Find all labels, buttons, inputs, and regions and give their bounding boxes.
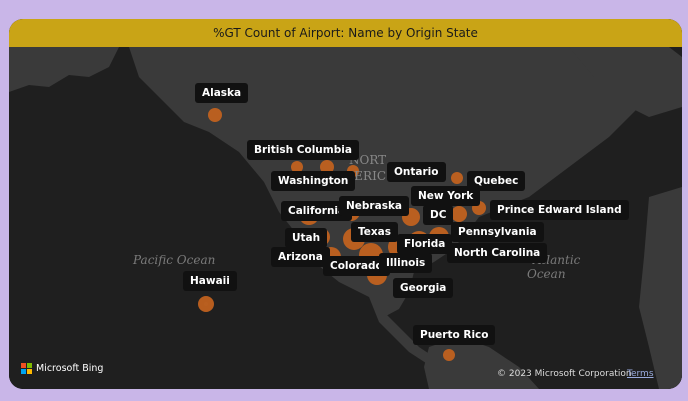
bubble-hawaii[interactable] <box>198 296 214 312</box>
state-label-georgia[interactable]: Georgia <box>393 278 454 298</box>
bubble-puerto-rico[interactable] <box>443 349 455 361</box>
state-label-utah[interactable]: Utah <box>285 228 328 248</box>
state-label-washington[interactable]: Washington <box>271 171 356 191</box>
state-label-quebec[interactable]: Quebec <box>467 171 526 191</box>
state-label-florida[interactable]: Florida <box>397 234 453 254</box>
north-america-landmass <box>129 47 669 317</box>
state-label-colorado[interactable]: Colorado <box>323 256 390 276</box>
bubble-washington[interactable] <box>320 160 334 174</box>
map-visual-card: %GT Count of Airport: Name by Origin Sta… <box>9 19 682 389</box>
bubble-quebec[interactable] <box>451 172 463 184</box>
state-label-pennsylvania[interactable]: Pennsylvania <box>451 222 544 242</box>
map-canvas[interactable]: Pacific Ocean Atlantic Ocean NORT MERIC … <box>9 47 682 389</box>
state-label-arizona[interactable]: Arizona <box>271 247 330 267</box>
south-america-landmass <box>424 337 539 389</box>
pacific-ocean-label: Pacific Ocean <box>133 253 216 267</box>
state-label-nebraska[interactable]: Nebraska <box>339 196 410 216</box>
atlantic-ocean-label-2: Ocean <box>527 267 566 281</box>
central-america-landmass <box>369 297 434 365</box>
state-label-dc[interactable]: DC <box>423 205 454 225</box>
bing-provider-label: Microsoft Bing <box>36 363 104 374</box>
state-label-british-columbia[interactable]: British Columbia <box>247 140 359 160</box>
bubble-pennsylvania[interactable] <box>451 206 467 222</box>
bubble-alaska[interactable] <box>208 108 222 122</box>
microsoft-logo-icon <box>21 363 32 374</box>
bing-attribution: Microsoft Bing <box>21 363 103 374</box>
visual-title: %GT Count of Airport: Name by Origin Sta… <box>9 19 682 47</box>
terms-link[interactable]: Terms <box>627 369 654 379</box>
copyright-text: © 2023 Microsoft Corporation <box>497 369 632 379</box>
state-label-ontario[interactable]: Ontario <box>387 162 446 182</box>
state-label-texas[interactable]: Texas <box>351 222 398 242</box>
state-label-puerto-rico[interactable]: Puerto Rico <box>413 325 496 345</box>
state-label-north-carolina[interactable]: North Carolina <box>447 243 548 263</box>
state-label-alaska[interactable]: Alaska <box>195 83 249 103</box>
state-label-new-york[interactable]: New York <box>411 186 481 206</box>
europe-africa-landmass <box>639 187 682 389</box>
bubble-british-columbia[interactable] <box>291 161 303 173</box>
greenland-landmass <box>569 47 682 117</box>
state-label-illinois[interactable]: Illinois <box>379 253 433 273</box>
state-label-california[interactable]: California <box>281 201 353 221</box>
state-label-prince-edward-island[interactable]: Prince Edward Island <box>490 200 629 220</box>
asia-landmass <box>9 47 119 92</box>
state-label-hawaii[interactable]: Hawaii <box>183 271 237 291</box>
